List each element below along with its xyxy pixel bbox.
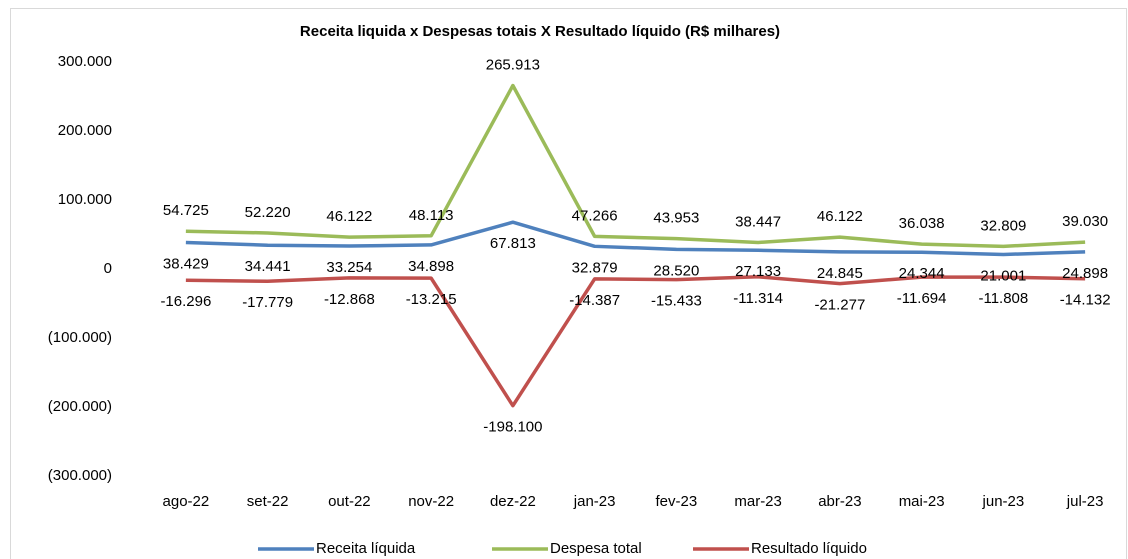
y-tick-label: 300.000: [58, 53, 112, 70]
data-label: 52.220: [245, 204, 291, 221]
data-label: 265.913: [486, 56, 540, 73]
data-label: -15.433: [651, 293, 702, 310]
legend-label: Receita líquida: [316, 540, 416, 557]
data-label: 39.030: [1062, 213, 1108, 230]
x-tick-label: ago-22: [163, 493, 210, 510]
data-label: -11.314: [733, 290, 783, 307]
data-label: 34.898: [408, 258, 454, 275]
y-tick-label: 200.000: [58, 122, 112, 139]
x-tick-label: mai-23: [899, 493, 945, 510]
data-label: -21.277: [814, 297, 865, 314]
data-label: 67.813: [490, 235, 536, 252]
series-line: [185, 220, 1086, 257]
data-label: 24.845: [817, 265, 863, 282]
x-tick-label: fev-23: [656, 493, 698, 510]
data-label: 21.001: [980, 267, 1026, 284]
y-tick-label: (100.000): [48, 329, 112, 346]
data-label: -14.387: [569, 292, 620, 309]
data-label: 38.447: [735, 213, 781, 230]
data-label: 27.133: [735, 263, 781, 280]
x-tick-label: set-22: [247, 493, 289, 510]
data-label: 38.429: [163, 255, 209, 272]
y-tick-label: 100.000: [58, 191, 112, 208]
data-label: 34.441: [245, 258, 291, 275]
data-label: 33.254: [326, 259, 372, 276]
series-line: [185, 275, 1086, 408]
data-label: -16.296: [160, 293, 211, 310]
data-label: -11.694: [897, 290, 947, 307]
data-label: 46.122: [817, 208, 863, 225]
data-label: -13.215: [406, 291, 457, 308]
data-label: -198.100: [483, 419, 542, 436]
y-tick-label: (300.000): [48, 467, 112, 484]
data-label: 36.038: [899, 215, 945, 232]
x-tick-label: out-22: [328, 493, 371, 510]
y-tick-label: (200.000): [48, 398, 112, 415]
data-label: 43.953: [653, 210, 699, 227]
x-tick-label: abr-23: [818, 493, 861, 510]
data-label: 28.520: [653, 262, 699, 279]
x-tick-label: dez-22: [490, 493, 536, 510]
legend-label: Resultado líquido: [751, 540, 867, 557]
x-tick-label: mar-23: [734, 493, 782, 510]
data-label: 24.898: [1062, 265, 1108, 282]
data-label: -17.779: [242, 294, 293, 311]
x-tick-label: jan-23: [573, 493, 616, 510]
x-tick-label: jun-23: [982, 493, 1025, 510]
chart-title: Receita liquida x Despesas totais X Resu…: [300, 23, 780, 40]
x-tick-label: jul-23: [1066, 493, 1104, 510]
data-label: 54.725: [163, 202, 209, 219]
chart-border: [10, 8, 1127, 559]
data-label: 48.113: [409, 207, 454, 224]
data-label: 32.879: [572, 259, 618, 276]
data-label: 46.122: [326, 208, 372, 225]
data-label: -14.132: [1060, 292, 1111, 309]
series-line: [185, 83, 1086, 249]
data-label: 24.344: [899, 265, 945, 282]
y-tick-label: 0: [104, 260, 112, 277]
x-tick-label: nov-22: [408, 493, 454, 510]
legend-label: Despesa total: [550, 540, 642, 557]
data-label: -11.808: [978, 290, 1028, 307]
data-label: 47.266: [572, 207, 618, 224]
data-label: 32.809: [980, 217, 1026, 234]
data-label: -12.868: [324, 291, 375, 308]
